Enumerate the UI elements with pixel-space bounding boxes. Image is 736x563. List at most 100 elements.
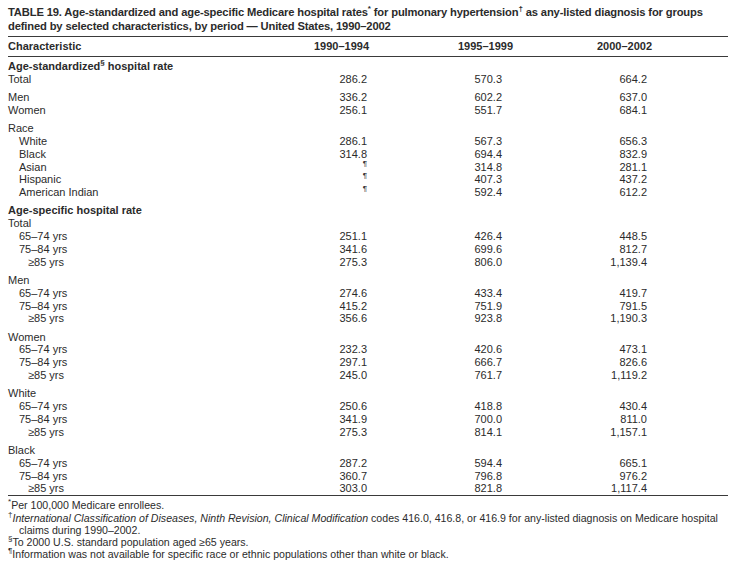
footnote-reference-mark: ¶ (363, 159, 367, 168)
rate-value: 1,157.1 (513, 426, 728, 439)
column-header-characteristic: Characteristic (8, 37, 300, 57)
rate-value: 275.3 (300, 256, 372, 269)
rate-value: 286.2 (300, 73, 372, 86)
row-label: Women (8, 325, 300, 343)
row-label: 65–74 yrs (8, 457, 300, 470)
table-header: Characteristic 1990–1994 1995–1999 2000–… (8, 37, 728, 57)
table-row: Women (8, 325, 728, 343)
rate-value: 656.3 (513, 135, 728, 148)
table-row: Total (8, 217, 728, 230)
rate-value: 360.7 (300, 470, 372, 483)
section-header-row: Age-specific hospital rate (8, 199, 728, 217)
rate-value: 751.9 (372, 300, 513, 313)
table-row: Asian¶314.8281.1 (8, 161, 728, 174)
rate-value: 274.6 (300, 287, 372, 300)
rate-value: 437.2 (513, 173, 728, 186)
text-segment: Age-specific hospital rate (8, 204, 142, 216)
row-label: Asian (8, 161, 300, 174)
table-row: Total286.2570.3664.2 (8, 73, 728, 86)
rate-value: 433.4 (372, 287, 513, 300)
text-segment: Per 100,000 Medicare enrollees. (11, 499, 164, 511)
rate-value: 806.0 (372, 256, 513, 269)
rate-value: 287.2 (300, 457, 372, 470)
rate-value (513, 382, 728, 400)
rate-value (513, 439, 728, 457)
column-header-period-1990-1994: 1990–1994 (300, 37, 372, 57)
rate-value: 699.6 (372, 243, 513, 256)
table-row: Black (8, 439, 728, 457)
rate-value: 297.1 (300, 356, 372, 369)
table-row: 65–74 yrs251.1426.4448.5 (8, 230, 728, 243)
table-body: Age-standardized§ hospital rateTotal286.… (8, 57, 728, 496)
rate-value: 473.1 (513, 343, 728, 356)
table-row: ≥85 yrs303.0821.81,117.4 (8, 482, 728, 495)
row-label: Race (8, 117, 300, 135)
table-row: American Indian¶592.4612.2 (8, 186, 728, 199)
document-page: TABLE 19. Age-standardized and age-speci… (0, 0, 736, 561)
header-row: Characteristic 1990–1994 1995–1999 2000–… (8, 37, 728, 57)
rate-value (300, 325, 372, 343)
footnote: ¶Information was not available for speci… (8, 548, 730, 560)
rate-value (513, 268, 728, 286)
table-row: ≥85 yrs356.6923.81,190.3 (8, 312, 728, 325)
footnote-reference-mark: ¶ (363, 172, 367, 181)
row-label: White (8, 135, 300, 148)
rate-value: 275.3 (300, 426, 372, 439)
table-row: White (8, 382, 728, 400)
rate-value: 419.7 (513, 287, 728, 300)
table-row: Men336.2602.2637.0 (8, 86, 728, 104)
row-label: American Indian (8, 186, 300, 199)
rate-value (372, 439, 513, 457)
row-label: ≥85 yrs (8, 482, 300, 495)
table-row: 65–74 yrs250.6418.8430.4 (8, 400, 728, 413)
row-label: ≥85 yrs (8, 369, 300, 382)
rate-value: 567.3 (372, 135, 513, 148)
text-segment: hospital rate (105, 60, 173, 72)
row-label: 75–84 yrs (8, 356, 300, 369)
row-label: 65–74 yrs (8, 287, 300, 300)
text-segment: for pulmonary hypertension (371, 6, 519, 18)
rate-value: 570.3 (372, 73, 513, 86)
rate-value (300, 382, 372, 400)
column-header-period-2000-2002: 2000–2002 (513, 37, 728, 57)
rate-value: 1,117.4 (513, 482, 728, 495)
rate-value: 418.8 (372, 400, 513, 413)
table-row: 75–84 yrs297.1666.7826.6 (8, 356, 728, 369)
row-label: 75–84 yrs (8, 243, 300, 256)
rate-value: 303.0 (300, 482, 372, 495)
rate-value: 420.6 (372, 343, 513, 356)
rate-value: 665.1 (513, 457, 728, 470)
rate-value (513, 325, 728, 343)
row-label: ≥85 yrs (8, 312, 300, 325)
row-label: Total (8, 217, 300, 230)
rate-value: 448.5 (513, 230, 728, 243)
table-row: 65–74 yrs274.6433.4419.7 (8, 287, 728, 300)
table-row: 75–84 yrs341.6699.6812.7 (8, 243, 728, 256)
rate-value: 826.6 (513, 356, 728, 369)
rate-value: 684.1 (513, 104, 728, 117)
rate-value (300, 117, 372, 135)
rate-value: 251.1 (300, 230, 372, 243)
rate-value: 694.4 (372, 148, 513, 161)
rate-value: 602.2 (372, 86, 513, 104)
row-label: White (8, 382, 300, 400)
rate-value: 314.8 (372, 161, 513, 174)
column-header-period-1995-1999: 1995–1999 (372, 37, 513, 57)
row-label: Black (8, 148, 300, 161)
row-label: 75–84 yrs (8, 470, 300, 483)
table-row: 75–84 yrs415.2751.9791.5 (8, 300, 728, 313)
rate-value: 250.6 (300, 400, 372, 413)
rate-value: 1,139.4 (513, 256, 728, 269)
rate-value (300, 217, 372, 230)
text-segment: TABLE 19. Age-standardized and age-speci… (8, 6, 368, 18)
table-row: Hispanic¶407.3437.2 (8, 173, 728, 186)
table-row: ≥85 yrs245.0761.71,119.2 (8, 369, 728, 382)
footnote-reference-mark: ¶ (363, 185, 367, 194)
rate-value: 832.9 (513, 148, 728, 161)
rate-value: ¶ (300, 186, 372, 199)
rate-value (300, 268, 372, 286)
rate-value: 594.4 (372, 457, 513, 470)
table-row: 65–74 yrs287.2594.4665.1 (8, 457, 728, 470)
row-label: 65–74 yrs (8, 230, 300, 243)
rate-value: 336.2 (300, 86, 372, 104)
